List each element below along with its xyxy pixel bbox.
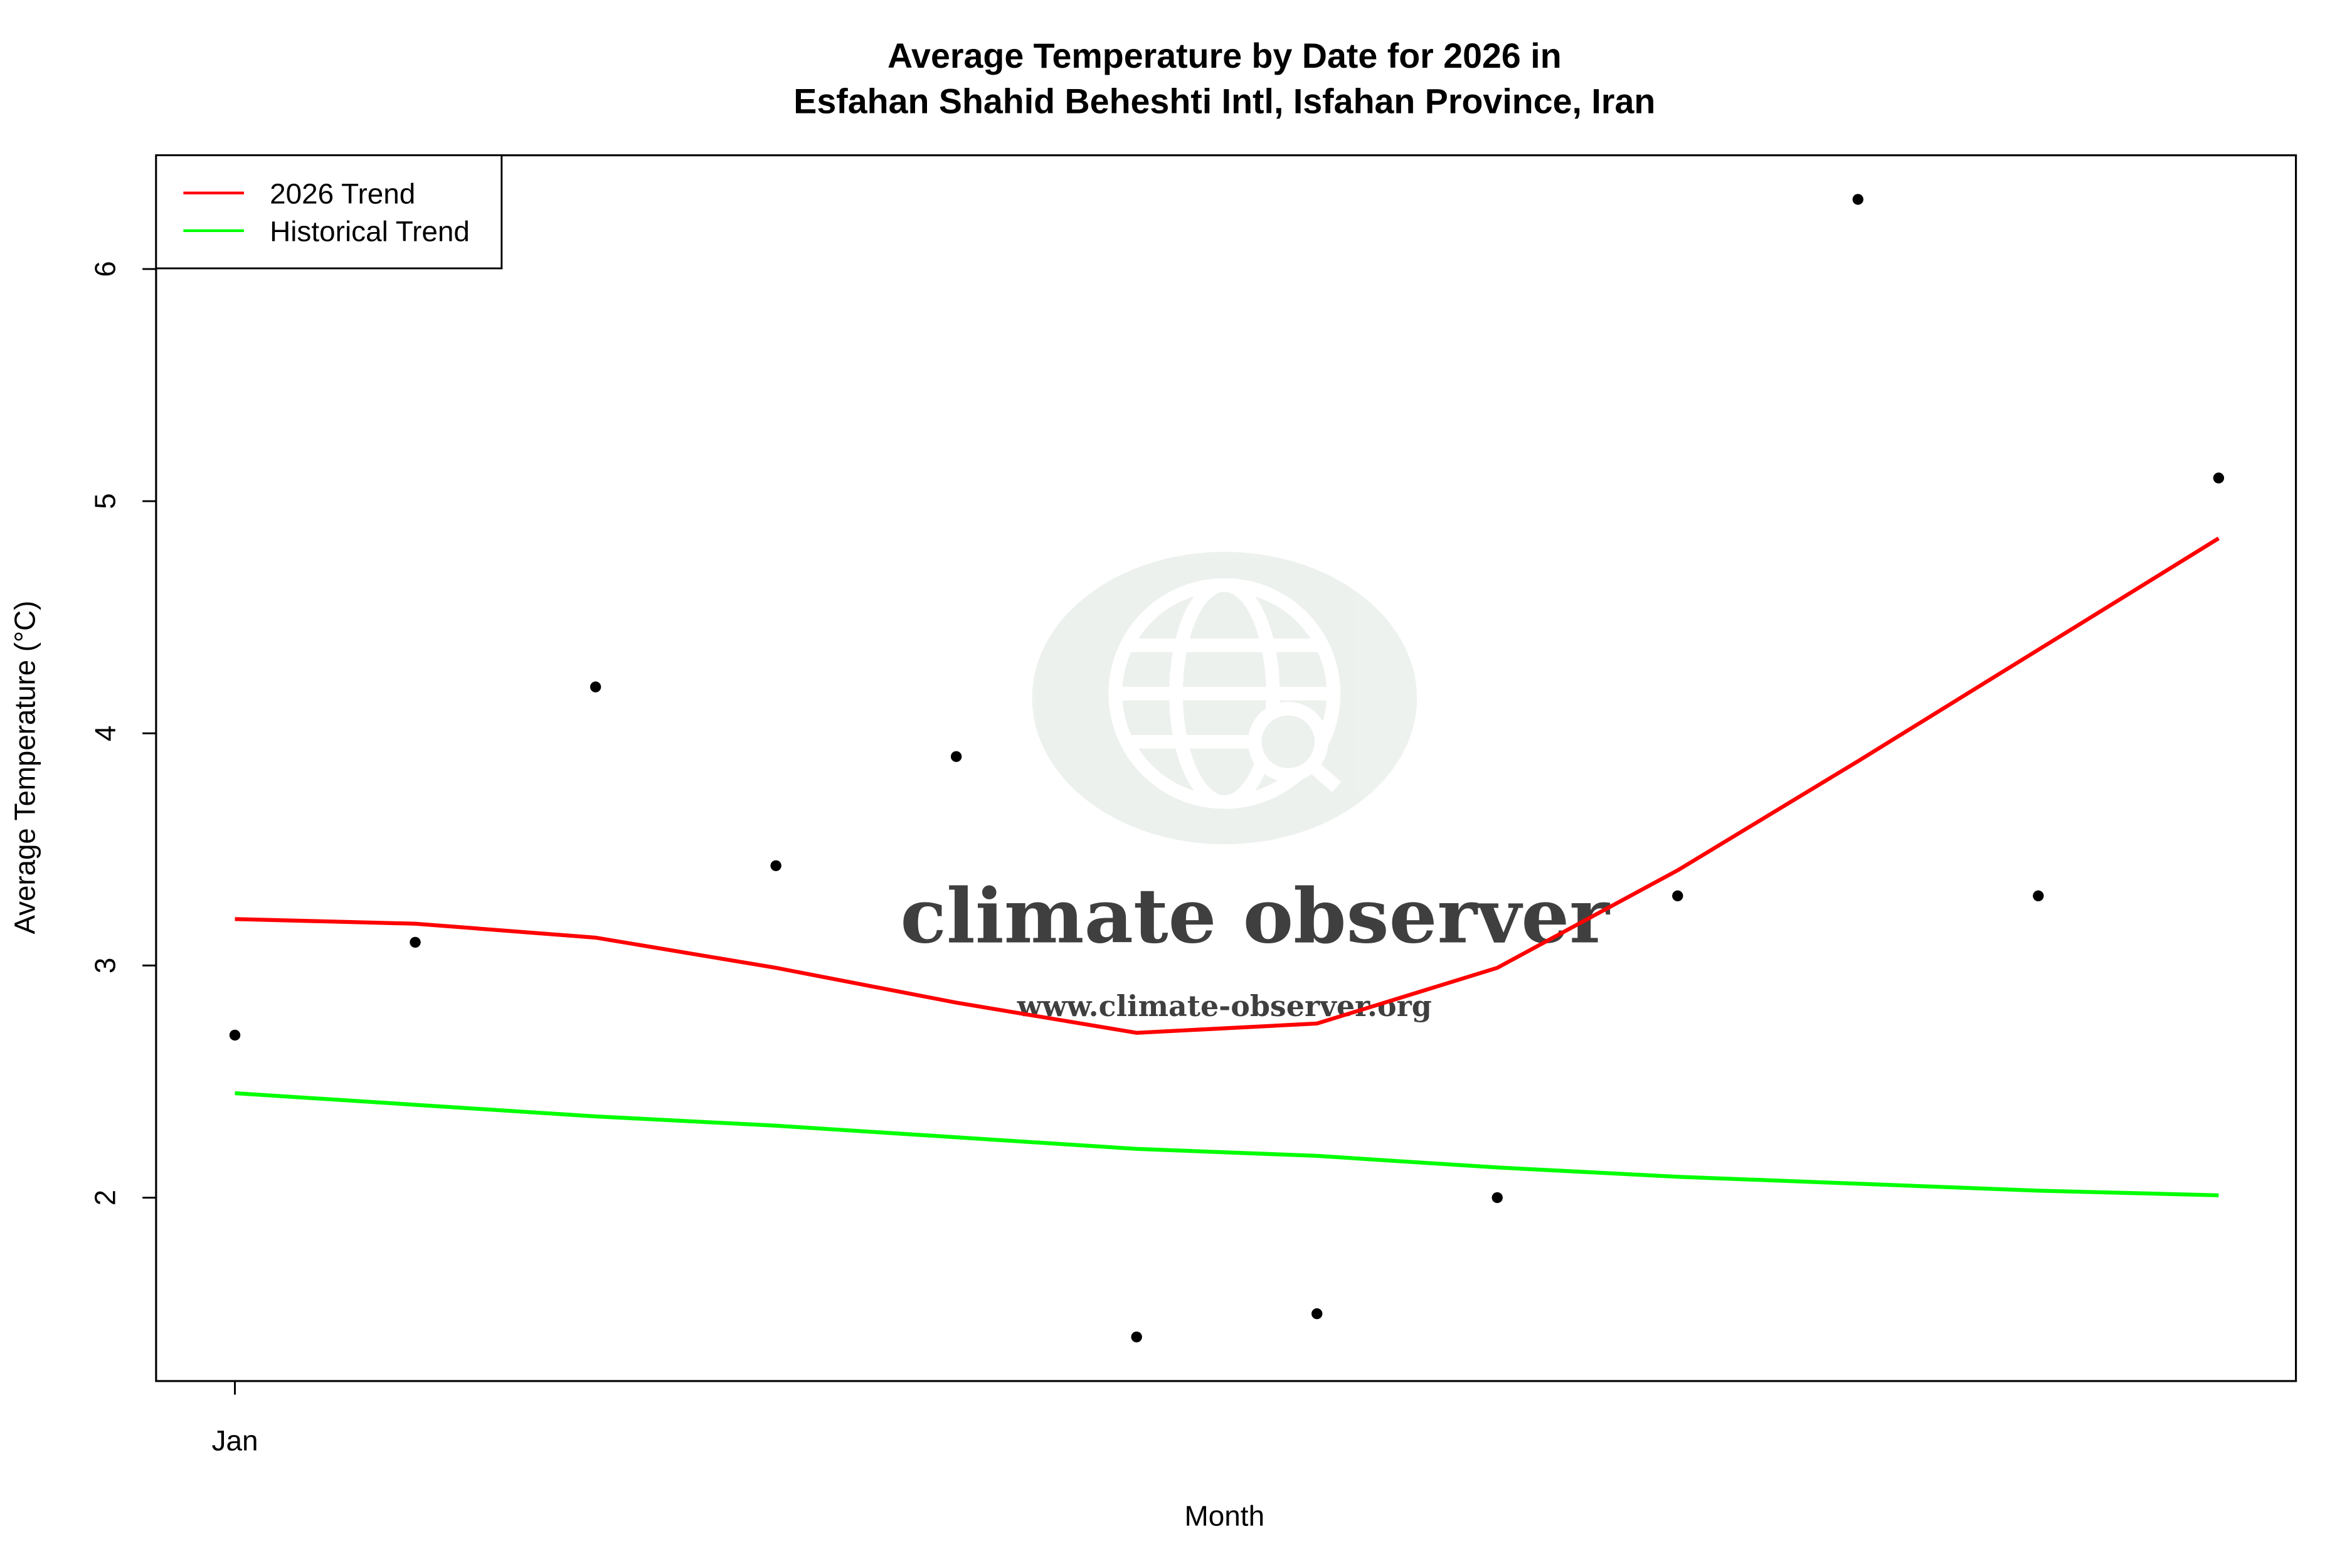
data-point <box>2033 890 2044 901</box>
data-point <box>1491 1192 1503 1204</box>
x-axis-label: Month <box>1185 1500 1265 1532</box>
legend: 2026 Trend Historical Trend <box>155 154 503 270</box>
plot-frame <box>155 154 2297 1382</box>
chart-title: Average Temperature by Date for 2026 in <box>887 36 1562 75</box>
watermark-name: climate observer <box>900 872 1610 961</box>
watermark: climate observer www.climate-observer.or… <box>900 551 1610 1023</box>
data-point <box>2213 472 2225 484</box>
data-point <box>1852 194 1864 205</box>
y-axis-label: Average Temperature (°C) <box>9 601 41 935</box>
data-point <box>410 936 421 948</box>
data-point <box>950 751 962 762</box>
data-point <box>1131 1331 1142 1343</box>
x-tick-label: Jan <box>212 1425 258 1457</box>
y-tick-label: 4 <box>90 726 122 741</box>
trend-line <box>235 536 2220 1035</box>
data-point <box>1672 890 1683 901</box>
data-point <box>590 681 601 692</box>
legend-label: 2026 Trend <box>270 178 415 210</box>
y-tick-label: 3 <box>90 958 122 973</box>
watermark-globe <box>1108 578 1342 809</box>
trend-line <box>235 1091 2219 1197</box>
legend-box <box>155 154 503 270</box>
data-point <box>1311 1308 1323 1320</box>
y-tick-label: 2 <box>90 1190 122 1205</box>
data-point <box>229 1029 241 1041</box>
y-tick-label: 6 <box>90 261 122 277</box>
chart-subtitle: Esfahan Shahid Beheshti Intl, Isfahan Pr… <box>793 82 1655 120</box>
y-tick-label: 5 <box>90 493 122 509</box>
watermark-url: www.climate-observer.org <box>1017 989 1432 1023</box>
data-point <box>770 860 781 871</box>
legend-label: Historical Trend <box>270 216 470 248</box>
